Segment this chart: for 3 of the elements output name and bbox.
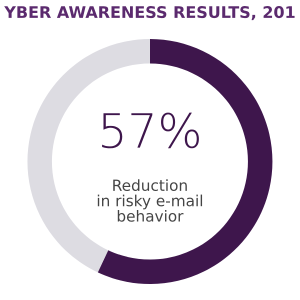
- data-label: 57%: [102, 112, 199, 148]
- chart-title: YBER AWARENESS RESULTS, 201: [4, 6, 295, 20]
- text: Reduction in risky e-mail behavior: [98, 179, 202, 222]
